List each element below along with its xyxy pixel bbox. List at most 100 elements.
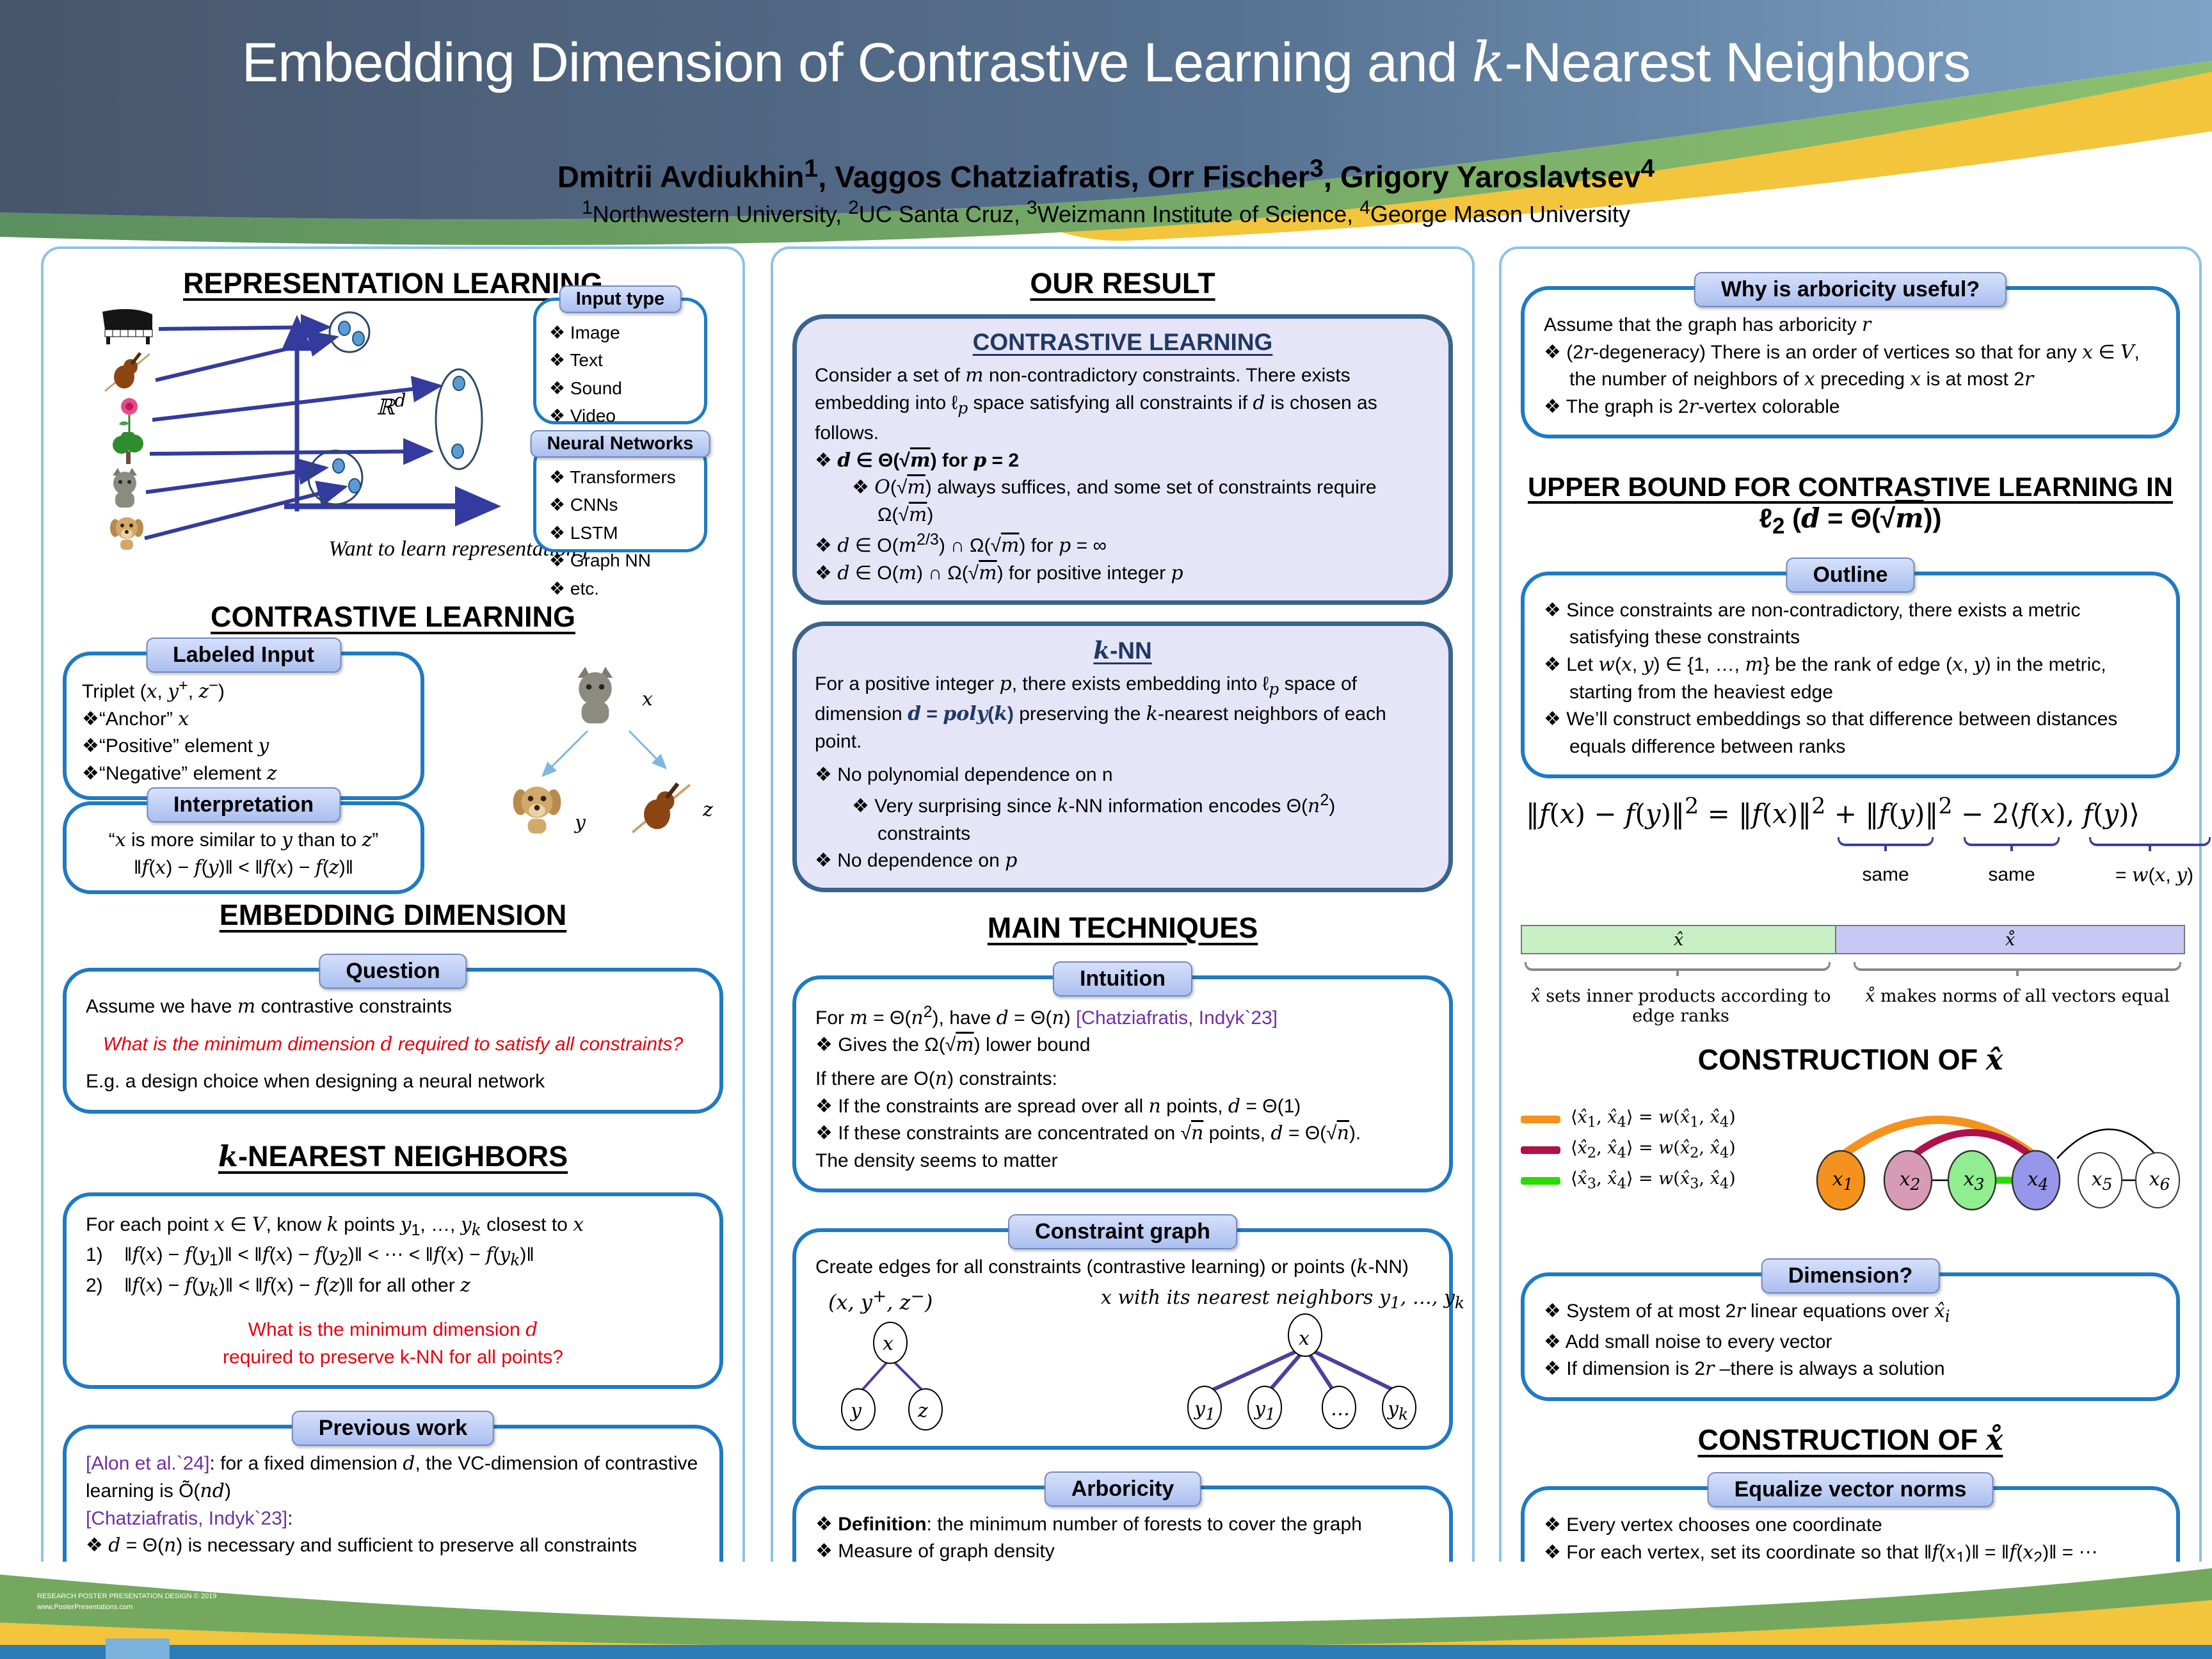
neural-networks-pill: Neural Networks bbox=[530, 430, 710, 458]
node-label-yk: yk bbox=[1388, 1397, 1409, 1423]
equalize-line: ❖ Every vertex chooses one coordinate bbox=[1544, 1514, 1882, 1536]
orange-edge-swatch bbox=[1521, 1115, 1560, 1123]
intuition-line: For m = Θ(n2), have d = Θ(n) [Chatziafra… bbox=[815, 1002, 1278, 1029]
construction-xhat-heading: CONSTRUCTION OF x̂ bbox=[1697, 1043, 2003, 1077]
outline-line: ❖ Let w(x, y) ∈ {1, …, m} be the rank of… bbox=[1544, 653, 2106, 703]
xhat-label: x̂ bbox=[1673, 929, 1684, 950]
credit-line: www.PosterPresentations.com bbox=[37, 1603, 133, 1611]
question-box: Question Assume we have m contrastive co… bbox=[63, 954, 723, 1114]
embedding-axes-diagram bbox=[144, 311, 501, 540]
result-line: Consider a set of m non-contradictory co… bbox=[815, 364, 1377, 444]
embedding-dimension-heading: EMBEDDING DIMENSION bbox=[219, 899, 567, 931]
labeled-input-line: ❖“Positive” element y bbox=[82, 735, 269, 758]
knn-line: For each point x ∈ V, know k points y1, … bbox=[86, 1213, 584, 1239]
poster-title: Embedding Dimension of Contrastive Learn… bbox=[241, 31, 1971, 95]
norm-expansion-equation: ‖f(x) − f(y)‖2 = ‖f(x)‖2 + ‖f(y)‖2 − 2⟨f… bbox=[1521, 794, 2211, 925]
node-label-dots: … bbox=[1331, 1397, 1350, 1420]
triplet-arrows bbox=[541, 730, 668, 778]
outline-box: Outline ❖ Since constraints are non-cont… bbox=[1521, 557, 2180, 779]
knn-question: What is the minimum dimension d bbox=[248, 1318, 538, 1342]
result-line: ❖ d ∈ O(m) ∩ Ω(√m) for positive integer … bbox=[815, 562, 1183, 585]
intuition-line: ❖ If these constraints are concentrated … bbox=[815, 1122, 1361, 1145]
node-label-x1: x1 bbox=[1832, 1168, 1854, 1194]
underbrace bbox=[1854, 962, 2181, 972]
dimension-pill: Dimension? bbox=[1761, 1258, 1940, 1294]
result-line: ❖ No polynomial dependence on n bbox=[815, 764, 1113, 786]
node-x6 bbox=[2135, 1152, 2180, 1209]
constraint-graph-pill: Constraint graph bbox=[1008, 1214, 1237, 1250]
labeled-input-pill: Labeled Input bbox=[146, 637, 341, 673]
triplet-tree-diagram bbox=[841, 1321, 943, 1431]
why-line: ❖ The graph is 2r-vertex colorable bbox=[1544, 395, 1840, 418]
labeled-input-line: Triplet (x, y+, z−) bbox=[82, 677, 225, 703]
node-x4 bbox=[2011, 1150, 2061, 1211]
knn-line: 1) ‖f(x) − f(y1)‖ < ‖f(x) − f(y2)‖ < ⋯ <… bbox=[86, 1244, 534, 1270]
dimension-box: Dimension? ❖ System of at most 2r linear… bbox=[1521, 1258, 2180, 1402]
xring-caption: x̊ makes norms of all vectors equal bbox=[1865, 986, 2170, 1007]
knn-question: required to preserve k-NN for all points… bbox=[223, 1346, 563, 1368]
list-item: ❖ LSTM bbox=[549, 522, 618, 543]
cat-icon bbox=[113, 468, 137, 508]
our-result-heading: OUR RESULT bbox=[1030, 267, 1215, 300]
same-label: same bbox=[1988, 864, 2035, 886]
node-x5 bbox=[2078, 1152, 2122, 1209]
dimension-line: ❖ If dimension is 2r –there is always a … bbox=[1544, 1358, 1945, 1381]
triplet-label: (x, y+, z−) bbox=[828, 1286, 933, 1315]
why-line: Assume that the graph has arboricity r bbox=[1544, 314, 1871, 336]
construction-xhat-figure: ⟨x̂1, x̂4⟩ = w(x̂1, x̂4) ⟨x̂2, x̂4⟩ = w(… bbox=[1521, 1083, 2180, 1237]
result-line: ❖ No dependence on p bbox=[815, 849, 1018, 872]
node-label-y1b: y1 bbox=[1254, 1397, 1276, 1423]
knn-line: 2) ‖f(x) − f(yk)‖ < ‖f(x) − f(z)‖ for al… bbox=[86, 1274, 470, 1300]
equalize-norms-pill: Equalize vector norms bbox=[1707, 1472, 1994, 1508]
list-item: ❖ Text bbox=[549, 350, 603, 371]
input-type-pill: Input type bbox=[559, 285, 682, 313]
column-right: Why is arboricity useful? Assume that th… bbox=[1499, 246, 2211, 1659]
node-label-y: y bbox=[851, 1399, 862, 1422]
contrastive-learning-figure: Labeled Input Triplet (x, y+, z−) ❖“Anch… bbox=[63, 634, 723, 895]
result-knn-title: k-NN bbox=[1093, 636, 1152, 664]
column-left: REPRESENTATION LEARNING bbox=[41, 246, 745, 1633]
vector-split-figure: x̂ x̊ x̂ sets inner products according t… bbox=[1521, 925, 2185, 1034]
node-label-x3: x3 bbox=[1963, 1168, 1985, 1194]
result-contrastive-title: CONTRASTIVE LEARNING bbox=[972, 329, 1273, 355]
upper-bound-heading: UPPER BOUND FOR CONTRASTIVE LEARNING IN … bbox=[1527, 472, 2174, 539]
list-item: ❖ Transformers bbox=[549, 467, 676, 487]
rep-learning-figure: ℝd Want to learn representation f Input … bbox=[63, 285, 723, 598]
xhat-segment: x̂ bbox=[1522, 926, 1837, 954]
xring-label: x̊ bbox=[2005, 929, 2016, 950]
list-item: ❖ Image bbox=[549, 323, 620, 342]
underbrace bbox=[1525, 962, 1831, 972]
cat-icon bbox=[577, 666, 613, 724]
neural-networks-box: Neural Networks ❖ Transformers ❖ CNNs ❖ … bbox=[530, 430, 710, 598]
interpretation-line: ‖f(x) − f(y)‖ < ‖f(x) − f(z)‖ bbox=[133, 856, 354, 879]
previous-work-line: [Chatziafratis, Indyk`23]: bbox=[86, 1507, 293, 1529]
neighbors-label: x with its nearest neighbors y1, …, yk bbox=[1100, 1286, 1465, 1312]
crimson-edge-swatch bbox=[1521, 1146, 1560, 1154]
intuition-line: If there are O(n) constraints: bbox=[815, 1067, 1057, 1090]
why-line: ❖ (2r-degeneracy) There is an order of v… bbox=[1544, 341, 2140, 391]
arboricity-pill: Arboricity bbox=[1044, 1471, 1201, 1507]
rd-space-label: ℝd bbox=[376, 390, 406, 421]
node-label-x4: x4 bbox=[2027, 1168, 2049, 1194]
interpretation-box: Interpretation “x is more similar to y t… bbox=[63, 787, 424, 895]
result-knn-box: k-NN For a positive integer p, there exi… bbox=[792, 621, 1453, 892]
result-line: ❖ d ∈ O(m2/3) ∩ Ω(√m) for p = ∞ bbox=[815, 531, 1107, 557]
node-label-x: x bbox=[883, 1332, 894, 1355]
interpretation-line: “x is more similar to y than to z” bbox=[108, 829, 379, 851]
why-arboricity-box: Why is arboricity useful? Assume that th… bbox=[1521, 272, 2180, 439]
legend-orange: ⟨x̂1, x̂4⟩ = w(x̂1, x̂4) bbox=[1521, 1107, 1736, 1131]
node-x3 bbox=[1947, 1150, 1997, 1211]
triplet-x-label: x bbox=[642, 688, 653, 710]
affiliations-line: 1Northwestern University, 2UC Santa Cruz… bbox=[581, 197, 1631, 227]
labeled-input-line: ❖“Anchor” x bbox=[82, 707, 189, 730]
outline-line: ❖ Since constraints are non-contradictor… bbox=[1544, 599, 2081, 648]
main-techniques-heading: MAIN TECHNIQUES bbox=[987, 911, 1258, 944]
result-line: ❖ d ∈ Θ(√m) for p = 2 bbox=[815, 449, 1020, 472]
node-label-z: z bbox=[918, 1399, 928, 1422]
constraint-graph-box: Constraint graph Create edges for all co… bbox=[792, 1214, 1464, 1450]
underbrace bbox=[2089, 837, 2211, 847]
xring-segment: x̊ bbox=[1836, 926, 2184, 954]
vector-bar: x̂ x̊ bbox=[1521, 925, 2185, 955]
list-item: ❖ Graph NN bbox=[549, 550, 651, 571]
